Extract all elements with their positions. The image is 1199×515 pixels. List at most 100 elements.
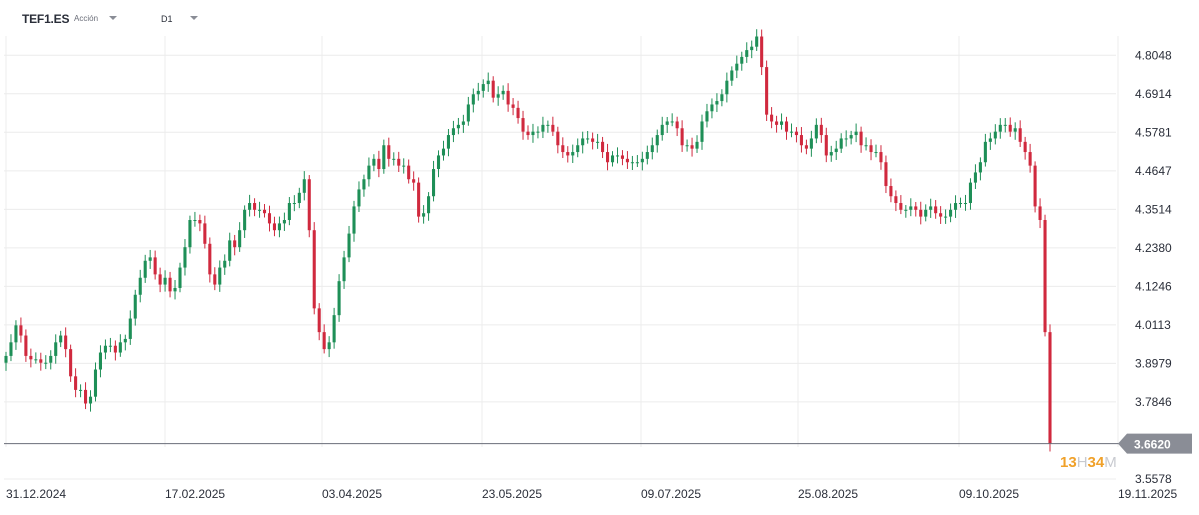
candle: [108, 337, 112, 353]
candle: [650, 137, 654, 160]
candle: [352, 200, 356, 242]
y-tick-label: 4.8048: [1135, 48, 1172, 62]
candle: [74, 368, 78, 398]
candle: [983, 133, 987, 167]
x-tick-label: 03.04.2025: [322, 487, 382, 501]
candle: [382, 139, 386, 174]
candle: [705, 103, 709, 128]
y-tick-label: 4.4647: [1135, 164, 1172, 178]
timeframe-label[interactable]: D1: [161, 14, 173, 24]
candle: [59, 330, 63, 348]
candle: [491, 76, 495, 103]
candle: [750, 40, 754, 59]
candle: [934, 200, 938, 219]
candle: [233, 234, 237, 256]
y-tick-label: 4.2380: [1135, 241, 1172, 255]
last-price-tag: 3.6620: [1118, 433, 1192, 454]
candle: [88, 390, 93, 412]
candle: [282, 212, 286, 231]
symbol-dropdown-icon[interactable]: [109, 16, 117, 20]
candle: [387, 137, 391, 167]
asset-type-label: Acción: [74, 14, 99, 23]
candle: [864, 137, 868, 151]
candle: [591, 132, 595, 150]
candle: [501, 85, 505, 100]
candle: [919, 201, 923, 225]
candle: [103, 339, 107, 360]
candle: [700, 114, 704, 150]
candle: [601, 136, 605, 159]
candle: [446, 129, 450, 157]
candle: [29, 348, 33, 368]
candle: [198, 214, 202, 232]
candle: [1008, 117, 1012, 137]
candle: [924, 204, 928, 222]
candle: [302, 171, 306, 201]
candle: [780, 113, 784, 130]
candle: [963, 194, 968, 211]
candle: [571, 144, 575, 164]
candle: [1028, 143, 1032, 173]
candle: [153, 250, 157, 280]
candle: [834, 140, 838, 160]
x-tick-label: 17.02.2025: [165, 487, 225, 501]
candle: [173, 280, 177, 300]
candle: [377, 150, 381, 178]
timeframe-dropdown-icon[interactable]: [190, 16, 198, 20]
candle: [402, 158, 406, 174]
candle: [317, 303, 321, 341]
candle: [695, 135, 699, 153]
candle: [804, 139, 808, 155]
candle: [770, 107, 774, 129]
candle: [451, 120, 455, 143]
candle: [213, 267, 217, 291]
candle: [954, 195, 958, 218]
candle: [809, 130, 813, 157]
candle: [655, 129, 659, 153]
candle: [1043, 214, 1047, 337]
candle: [253, 198, 257, 217]
symbol-label[interactable]: TEF1.ES: [22, 12, 70, 26]
y-tick-label: 4.6914: [1135, 87, 1172, 101]
candle: [481, 79, 485, 98]
y-tick-label: 4.5781: [1135, 125, 1172, 139]
candle: [645, 145, 649, 165]
candle: [238, 222, 242, 252]
candle: [1038, 198, 1042, 229]
candle: [243, 205, 247, 238]
candle: [511, 98, 515, 116]
candle: [24, 329, 28, 362]
candle: [54, 334, 58, 364]
candle: [829, 145, 833, 162]
candle: [610, 151, 615, 167]
candle: [894, 190, 898, 212]
candle: [392, 152, 396, 166]
candle: [596, 133, 600, 149]
candle: [735, 55, 739, 79]
candle: [163, 270, 167, 292]
candle: [432, 160, 436, 202]
candle: [541, 116, 545, 139]
y-tick-label: 4.3514: [1135, 202, 1172, 216]
candle: [312, 222, 316, 315]
candle: [158, 267, 162, 293]
candle: [84, 382, 88, 410]
candle: [422, 205, 426, 224]
x-tick-label: 23.05.2025: [482, 487, 542, 501]
candle: [615, 147, 620, 164]
candle: [397, 151, 401, 173]
candle: [914, 201, 918, 217]
candle: [277, 216, 281, 238]
candle: [337, 274, 341, 322]
candle: [889, 178, 893, 203]
candle: [98, 345, 102, 378]
candle: [879, 145, 883, 170]
candle: [367, 157, 371, 187]
candle: [660, 116, 664, 141]
candle: [968, 178, 972, 210]
candle: [476, 82, 480, 101]
candle: [4, 351, 8, 371]
y-tick-label: 3.5578: [1135, 472, 1172, 486]
